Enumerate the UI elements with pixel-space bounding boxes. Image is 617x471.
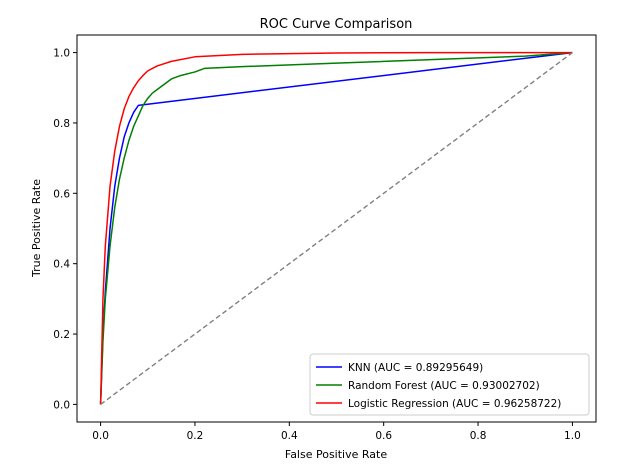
x-tick-label: 0.6 xyxy=(375,430,392,442)
x-tick-label: 0.4 xyxy=(281,430,298,442)
y-tick-label: 0.8 xyxy=(53,118,70,130)
legend-label: Random Forest (AUC = 0.93002702) xyxy=(348,380,540,392)
legend: KNN (AUC = 0.89295649) Random Forest (AUC… xyxy=(309,353,590,416)
legend-label: Logistic Regression (AUC = 0.96258722) xyxy=(348,398,561,410)
legend-label: KNN (AUC = 0.89295649) xyxy=(348,362,483,374)
x-axis-ticks: 0.0 0.2 0.4 0.6 0.8 1.0 xyxy=(92,422,581,442)
chart-title: ROC Curve Comparison xyxy=(260,17,413,32)
plot-content xyxy=(99,51,573,405)
series-line-1 xyxy=(99,51,573,405)
x-tick-label: 0.2 xyxy=(187,430,204,442)
x-tick-label: 0.0 xyxy=(92,430,109,442)
legend-box xyxy=(309,353,590,416)
x-tick-label: 0.8 xyxy=(470,430,487,442)
y-tick-label: 0.0 xyxy=(53,399,70,411)
series-line-2 xyxy=(99,51,573,405)
baseline-diagonal-line xyxy=(100,52,573,405)
y-tick-label: 0.2 xyxy=(53,329,70,341)
y-axis-label: True Positive Rate xyxy=(30,179,43,278)
y-tick-label: 0.4 xyxy=(53,259,70,271)
plot-frame xyxy=(76,34,597,423)
y-axis-ticks: 0.0 0.2 0.4 0.6 0.8 1.0 xyxy=(53,48,77,411)
y-tick-label: 0.6 xyxy=(53,188,70,200)
y-tick-label: 1.0 xyxy=(53,48,70,60)
x-tick-label: 1.0 xyxy=(564,430,581,442)
x-axis-label: False Positive Rate xyxy=(285,448,387,461)
